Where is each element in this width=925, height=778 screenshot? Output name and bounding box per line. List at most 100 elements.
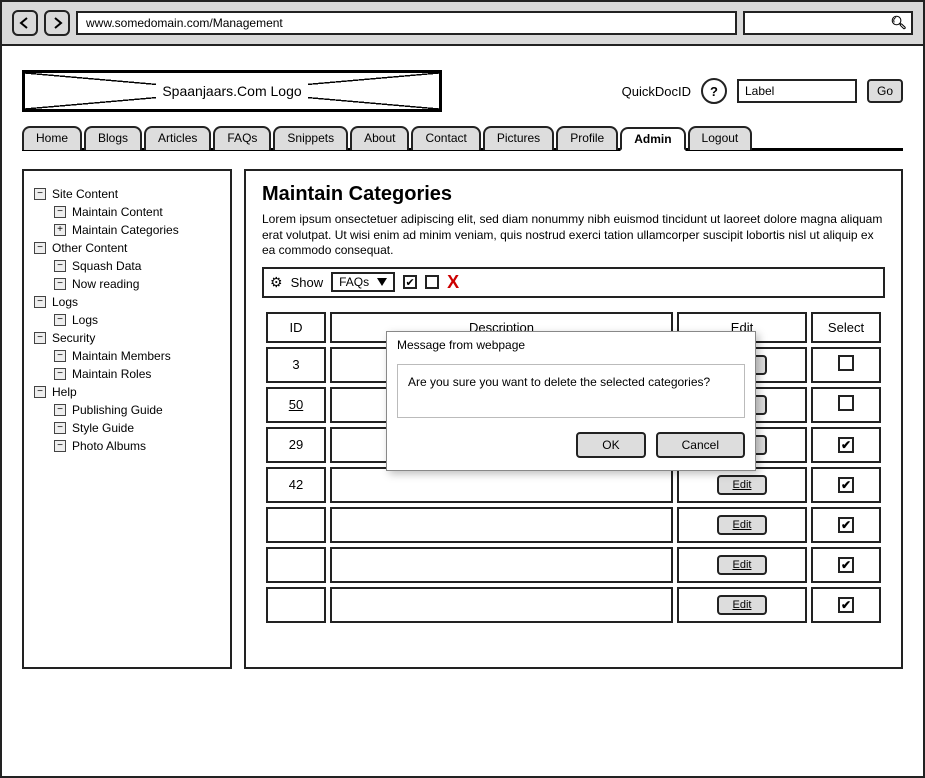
help-icon[interactable]: ? — [701, 78, 727, 104]
tree-section[interactable]: −Security — [34, 331, 220, 345]
quickdocid-label: QuickDocID — [622, 84, 691, 99]
cell-select: ✔ — [811, 507, 881, 543]
tab-articles[interactable]: Articles — [144, 126, 211, 150]
row-checkbox[interactable]: ✔ — [838, 517, 854, 533]
table-row: Edit ✔ — [266, 507, 881, 543]
go-button[interactable]: Go — [867, 79, 903, 103]
edit-button[interactable]: Edit — [717, 555, 768, 575]
label-input[interactable] — [737, 79, 857, 103]
tree-item-label: Publishing Guide — [72, 403, 163, 417]
tree-item[interactable]: −Photo Albums — [54, 439, 220, 453]
tab-logout[interactable]: Logout — [688, 126, 753, 150]
tree-section[interactable]: −Help — [34, 385, 220, 399]
cell-select: ✔ — [811, 547, 881, 583]
tree-item[interactable]: −Publishing Guide — [54, 403, 220, 417]
tree-item-label: Logs — [72, 313, 98, 327]
cell-id — [266, 507, 326, 543]
show-label: Show — [291, 275, 324, 290]
tree-item[interactable]: −Logs — [54, 313, 220, 327]
dialog-cancel-button[interactable]: Cancel — [656, 432, 745, 458]
tree-item-label: Style Guide — [72, 421, 134, 435]
edit-button[interactable]: Edit — [717, 595, 768, 615]
tree-item-label: Now reading — [72, 277, 139, 291]
edit-button[interactable]: Edit — [717, 475, 768, 495]
col-id: ID — [266, 312, 326, 343]
check-all-checkbox[interactable]: ✔ — [403, 275, 417, 289]
tab-admin[interactable]: Admin — [620, 127, 685, 151]
table-row: Edit ✔ — [266, 587, 881, 623]
tree-item[interactable]: −Squash Data — [54, 259, 220, 273]
tab-faqs[interactable]: FAQs — [213, 126, 271, 150]
url-text: www.somedomain.com/Management — [86, 16, 283, 30]
row-checkbox[interactable]: ✔ — [838, 557, 854, 573]
tree-item[interactable]: −Style Guide — [54, 421, 220, 435]
table-row: 42Edit✔ — [266, 467, 881, 503]
tab-about[interactable]: About — [350, 126, 409, 150]
logo-placeholder: Spaanjaars.Com Logo — [22, 70, 442, 112]
row-checkbox[interactable] — [838, 395, 854, 411]
url-bar[interactable]: www.somedomain.com/Management — [76, 11, 737, 35]
tree-section-label: Security — [52, 331, 95, 345]
dialog-ok-button[interactable]: OK — [576, 432, 645, 458]
cell-id: 3 — [266, 347, 326, 383]
tree-item[interactable]: +Maintain Categories — [54, 223, 220, 237]
tab-blogs[interactable]: Blogs — [84, 126, 142, 150]
uncheck-all-checkbox[interactable] — [425, 275, 439, 289]
tab-contact[interactable]: Contact — [411, 126, 480, 150]
tree-toggle-icon: − — [54, 368, 66, 380]
tree-section-label: Help — [52, 385, 77, 399]
tree-toggle-icon: − — [54, 422, 66, 434]
tree-item[interactable]: −Maintain Members — [54, 349, 220, 363]
row-checkbox[interactable] — [838, 355, 854, 371]
tab-home[interactable]: Home — [22, 126, 82, 150]
cell-select — [811, 387, 881, 423]
cell-edit: Edit — [677, 587, 807, 623]
filter-bar: ⚙︎ Show FAQs ✔ X — [262, 267, 885, 298]
cell-id: 50 — [266, 387, 326, 423]
tab-profile[interactable]: Profile — [556, 126, 618, 150]
category-dropdown[interactable]: FAQs — [331, 272, 395, 292]
dialog-buttons: OK Cancel — [387, 424, 755, 470]
tree-toggle-icon: − — [54, 440, 66, 452]
forward-button[interactable] — [44, 10, 70, 36]
dropdown-value: FAQs — [339, 275, 369, 289]
delete-icon[interactable]: X — [447, 272, 459, 293]
cell-description — [330, 547, 673, 583]
tree-item[interactable]: −Maintain Roles — [54, 367, 220, 381]
tab-snippets[interactable]: Snippets — [273, 126, 348, 150]
tree-item[interactable]: −Maintain Content — [54, 205, 220, 219]
gear-icon[interactable]: ⚙︎ — [270, 274, 283, 291]
tree-section[interactable]: −Site Content — [34, 187, 220, 201]
row-checkbox[interactable]: ✔ — [838, 437, 854, 453]
logo-text: Spaanjaars.Com Logo — [156, 83, 307, 99]
app-window: www.somedomain.com/Management 🔍︎ Spaanja… — [0, 0, 925, 778]
confirm-dialog: Message from webpage Are you sure you wa… — [386, 331, 756, 471]
tree-toggle-icon: − — [54, 350, 66, 362]
cell-select: ✔ — [811, 427, 881, 463]
row-checkbox[interactable]: ✔ — [838, 597, 854, 613]
tree-section[interactable]: −Other Content — [34, 241, 220, 255]
row-checkbox[interactable]: ✔ — [838, 477, 854, 493]
tree-item-label: Maintain Categories — [72, 223, 179, 237]
tree-item[interactable]: −Now reading — [54, 277, 220, 291]
edit-button[interactable]: Edit — [717, 515, 768, 535]
tree-section[interactable]: −Logs — [34, 295, 220, 309]
tree-toggle-icon: − — [54, 404, 66, 416]
search-icon: 🔍︎ — [890, 15, 907, 31]
back-button[interactable] — [12, 10, 38, 36]
sidebar: −Site Content −Maintain Content +Maintain … — [22, 169, 232, 669]
tree-toggle-icon: − — [54, 278, 66, 290]
cell-edit: Edit — [677, 467, 807, 503]
browser-toolbar: www.somedomain.com/Management 🔍︎ — [2, 2, 923, 46]
tree-section-label: Logs — [52, 295, 78, 309]
page-description: Lorem ipsum onsectetuer adipiscing elit,… — [262, 212, 885, 259]
browser-search[interactable]: 🔍︎ — [743, 11, 913, 35]
cell-id — [266, 547, 326, 583]
cell-id — [266, 587, 326, 623]
tree-toggle-icon: − — [34, 296, 46, 308]
cell-id: 29 — [266, 427, 326, 463]
tree-toggle-icon: − — [34, 386, 46, 398]
cell-select — [811, 347, 881, 383]
tree-toggle-icon: − — [34, 188, 46, 200]
tab-pictures[interactable]: Pictures — [483, 126, 554, 150]
